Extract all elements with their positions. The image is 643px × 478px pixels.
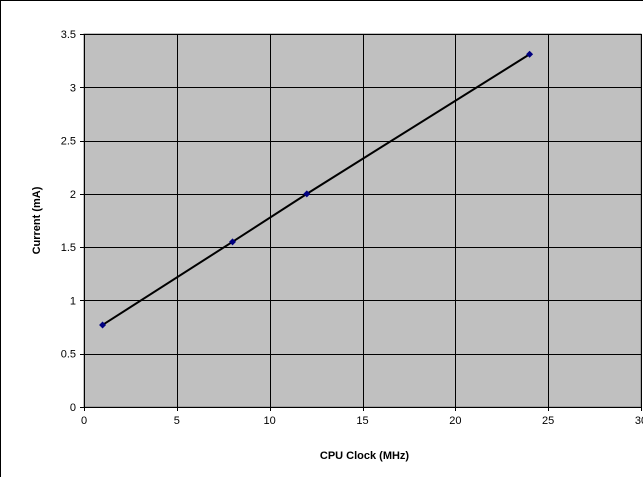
y-tick-label: 1 xyxy=(70,295,76,307)
x-tick-label: 25 xyxy=(542,415,554,427)
data-series xyxy=(99,50,534,329)
x-tick-label: 15 xyxy=(356,415,368,427)
data-point xyxy=(526,50,534,58)
grid-lines xyxy=(84,34,642,408)
y-tick-label: 1.5 xyxy=(61,242,76,254)
x-axis-title: CPU Clock (MHz) xyxy=(320,450,410,462)
x-tick-label: 30 xyxy=(635,415,643,427)
y-tick-label: 2.5 xyxy=(61,136,76,148)
axis-ticks: 0 5 10 15 20 25 30 0 0.5 1 1.5 2 2.5 3 3.5 xyxy=(61,29,643,427)
data-point xyxy=(303,190,311,198)
x-tick-label: 20 xyxy=(449,415,461,427)
y-tick-label: 2 xyxy=(70,189,76,201)
y-tick-label: 3 xyxy=(70,82,76,94)
y-tick-label: 0 xyxy=(70,402,76,414)
data-point xyxy=(99,321,107,329)
y-tick-label: 0.5 xyxy=(61,349,76,361)
x-tick-label: 0 xyxy=(81,415,87,427)
x-tick-label: 5 xyxy=(174,415,180,427)
y-axis-title: Current (mA) xyxy=(31,186,43,254)
y-tick-label: 3.5 xyxy=(61,29,76,41)
x-tick-label: 10 xyxy=(264,415,276,427)
series-line xyxy=(102,53,531,326)
plot-area xyxy=(83,33,642,408)
data-point xyxy=(229,238,237,246)
